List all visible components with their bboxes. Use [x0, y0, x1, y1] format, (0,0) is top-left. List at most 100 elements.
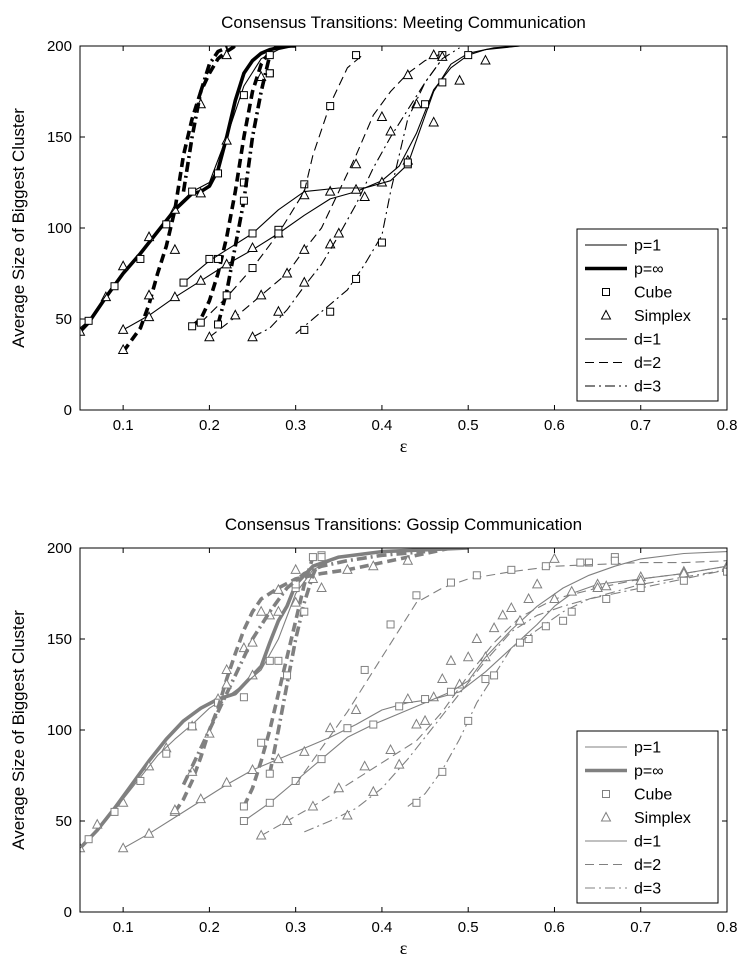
x-tick-label: 0.4 — [372, 919, 393, 936]
y-axis-label: Average Size of Biggest Cluster — [9, 610, 28, 850]
cube-marker — [541, 622, 550, 631]
y-tick-label: 150 — [47, 129, 72, 146]
simplex-marker — [428, 116, 440, 127]
cube-marker — [438, 767, 447, 776]
x-tick-label: 0.8 — [717, 417, 738, 434]
cube-marker — [446, 687, 455, 696]
simplex-marker — [117, 842, 129, 853]
simplex-marker — [221, 776, 232, 787]
simplex-marker — [195, 187, 207, 198]
simplex-marker — [221, 49, 232, 60]
legend-entry: d=1 — [585, 834, 661, 851]
simplex-marker — [117, 323, 129, 334]
y-tick-label: 100 — [47, 220, 72, 237]
legend-label: d=3 — [634, 881, 661, 898]
legend-entry: d=3 — [585, 379, 661, 396]
simplex-marker — [592, 581, 603, 593]
simplex-marker — [143, 311, 155, 322]
cube-marker — [257, 738, 266, 747]
simplex-marker — [316, 581, 327, 593]
cube-marker — [239, 802, 248, 811]
cube-marker — [559, 616, 568, 625]
simplex-marker — [428, 49, 440, 60]
y-tick-label: 200 — [47, 540, 72, 557]
legend-label: d=3 — [634, 379, 661, 396]
cube-marker — [205, 254, 214, 263]
simplex-marker — [273, 605, 284, 616]
cube-marker — [343, 724, 352, 733]
x-tick-label: 0.6 — [544, 417, 565, 434]
cube-marker — [274, 229, 283, 238]
cube-marker — [162, 220, 171, 229]
cube-marker — [490, 671, 499, 680]
cube-marker — [317, 553, 326, 562]
cube-marker — [576, 558, 585, 567]
series-line — [268, 554, 324, 775]
legend-entry: Cube — [602, 285, 672, 302]
y-tick-label: 50 — [55, 813, 72, 830]
legend-label: p=1 — [634, 740, 661, 757]
simplex-marker — [143, 289, 155, 300]
series-line — [181, 549, 426, 786]
chart-1: Consensus Transitions: Meeting Communica… — [9, 13, 737, 456]
cube-marker — [239, 91, 248, 100]
simplex-marker — [333, 227, 345, 238]
legend-label: p=1 — [634, 238, 661, 255]
y-tick-label: 0 — [64, 402, 72, 419]
legend-label: d=1 — [634, 332, 661, 349]
cube-marker — [110, 282, 119, 291]
simplex-marker — [367, 785, 379, 796]
cube-marker — [136, 776, 145, 785]
series-11 — [304, 569, 727, 833]
cube-marker — [507, 565, 516, 574]
cube-marker — [265, 769, 274, 778]
x-axis-label: ε — [400, 938, 408, 958]
series-line — [295, 560, 727, 785]
legend-entry: d=3 — [585, 881, 661, 898]
legend-label: Cube — [634, 285, 672, 302]
x-tick-label: 0.1 — [113, 919, 134, 936]
cube-marker — [446, 578, 455, 587]
cube-marker — [602, 288, 610, 296]
cube-marker — [369, 720, 378, 729]
simplex-marker — [255, 829, 267, 840]
cube-marker — [472, 571, 481, 580]
legend-label: Simplex — [634, 308, 691, 325]
legend-entry: p=∞ — [585, 261, 664, 278]
cube-marker — [723, 567, 727, 576]
simplex-marker — [195, 274, 207, 285]
simplex-marker — [445, 654, 457, 665]
simplex-marker — [350, 703, 362, 714]
cube-marker — [239, 196, 248, 205]
simplex-marker — [143, 231, 155, 242]
legend-entry: d=1 — [585, 332, 661, 349]
legend-label: d=2 — [634, 355, 661, 372]
series-line — [173, 548, 452, 813]
legend-label: p=∞ — [634, 261, 664, 278]
series-line — [183, 46, 555, 284]
cube-marker — [84, 316, 93, 325]
simplex-marker — [247, 763, 258, 775]
x-tick-label: 0.5 — [458, 919, 479, 936]
series-6 — [214, 51, 274, 329]
cube-marker — [602, 790, 610, 798]
series-line — [295, 47, 460, 335]
simplex-marker — [359, 760, 371, 771]
simplex-marker — [204, 331, 215, 342]
simplex-marker — [411, 718, 422, 729]
legend-label: d=2 — [634, 857, 661, 874]
cube-marker — [610, 556, 619, 565]
simplex-marker — [402, 554, 414, 565]
cube-marker — [386, 620, 395, 629]
simplex-marker — [342, 809, 353, 820]
cube-marker — [188, 722, 197, 731]
cube-marker — [377, 238, 386, 247]
series-6 — [265, 553, 326, 778]
simplex-marker — [497, 609, 509, 620]
series-line — [200, 52, 366, 323]
cube-marker — [352, 274, 361, 283]
x-tick-label: 0.6 — [544, 919, 565, 936]
cube-marker — [395, 702, 404, 711]
series-5 — [181, 549, 426, 786]
x-tick-label: 0.1 — [113, 417, 134, 434]
